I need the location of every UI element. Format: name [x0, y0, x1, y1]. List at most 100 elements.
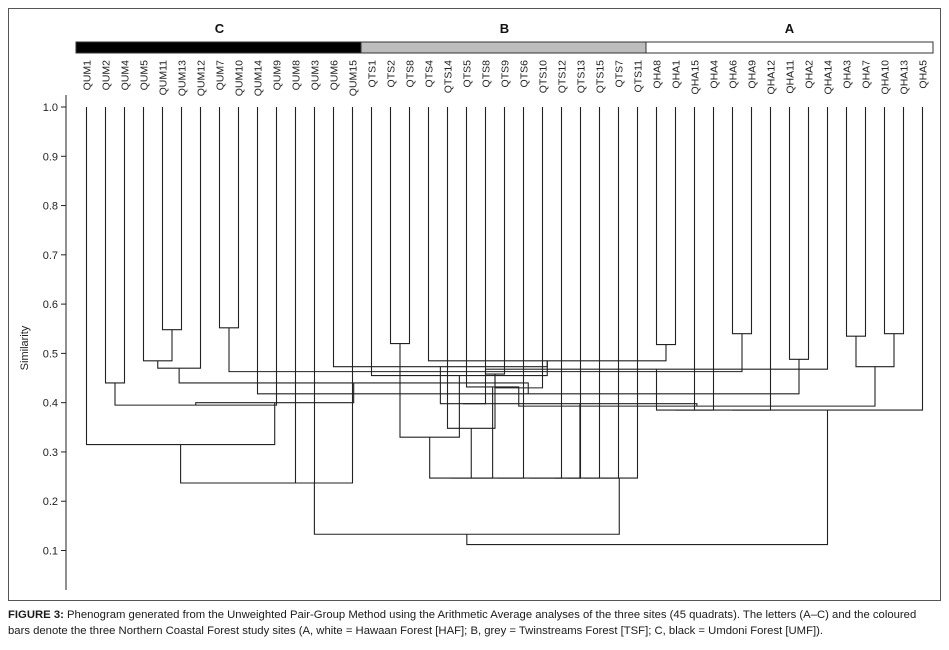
leaf-label: QTS6 — [519, 60, 531, 88]
dendrogram-link — [466, 410, 829, 546]
y-tick-label: 0.1 — [43, 546, 58, 558]
y-tick-label: 0.8 — [43, 201, 58, 213]
leaf-label: QTS5 — [462, 60, 474, 88]
dendrogram-link — [313, 478, 620, 535]
dendrogram-link — [845, 107, 867, 337]
dendrogram-link — [462, 403, 698, 407]
leaf-label: QTS14 — [443, 60, 455, 93]
leaf-label: QHA2 — [804, 60, 816, 89]
dendrogram-link — [427, 107, 667, 362]
y-tick-label: 0.3 — [43, 447, 58, 459]
dendrogram-link — [518, 366, 876, 407]
dendrogram-link — [732, 107, 924, 411]
dendrogram-link — [554, 107, 582, 479]
dendrogram-link — [883, 107, 905, 335]
leaf-label: QUM2 — [101, 60, 113, 90]
dendrogram-link — [446, 107, 496, 429]
dendrogram-link — [494, 107, 544, 389]
leaf-label: QTS8 — [405, 60, 417, 88]
dendrogram-link — [471, 107, 525, 479]
leaf-labels: QUM1 QUM2 QUM4 QUM5 QUM11 QUM13 QUM12 QUM7 QUM10… — [82, 60, 930, 96]
y-tick-label: 0.4 — [43, 398, 58, 410]
dendrogram-link — [399, 343, 460, 438]
dendrogram-link — [218, 107, 240, 329]
dendrogram-link — [114, 107, 278, 406]
dendrogram-link — [497, 107, 563, 479]
y-tick-label: 0.6 — [43, 299, 58, 311]
leaf-label: QHA9 — [747, 60, 759, 89]
leaf-label: QHA11 — [785, 60, 797, 94]
dendrogram-link — [855, 333, 895, 368]
site-bar-a — [645, 41, 934, 54]
dendrogram-link — [161, 107, 183, 331]
dendrogram-link — [332, 107, 548, 368]
leaf-label: QHA5 — [918, 60, 930, 89]
leaf-label: QTS8 — [481, 60, 493, 88]
leaf-label: QHA12 — [766, 60, 778, 95]
y-tick-label: 0.5 — [43, 348, 58, 360]
leaf-label: QTS1 — [367, 60, 379, 88]
site-letter-b: B — [500, 21, 509, 36]
y-axis: 0.1 0.2 0.3 0.4 0.5 0.6 0.7 0.8 0.9 1.0 — [43, 95, 67, 590]
y-tick-label: 1.0 — [43, 102, 58, 114]
caption-text: Phenogram generated from the Unweighted … — [8, 609, 917, 637]
dendrogram-link — [529, 403, 581, 479]
leaf-label: QUM10 — [234, 60, 246, 96]
dendrogram-link — [484, 107, 506, 375]
leaf-label: QTS15 — [595, 60, 607, 93]
dendrogram-link — [583, 107, 620, 479]
site-letter-a: A — [785, 21, 795, 36]
dendrogram-link — [157, 107, 202, 369]
figure-caption: FIGURE 3: Phenogram generated from the U… — [8, 607, 941, 639]
leaf-label: QHA10 — [880, 60, 892, 95]
leaf-label: QHA13 — [899, 60, 911, 95]
leaf-label: QHA1 — [671, 60, 683, 89]
leaf-label: QUM12 — [196, 60, 208, 96]
y-tick-label: 0.9 — [43, 151, 58, 163]
y-axis-label: Similarity — [19, 325, 31, 370]
dendrogram-link — [788, 107, 810, 360]
dendrogram-link — [655, 107, 677, 346]
leaf-label: QHA3 — [842, 60, 854, 89]
leaf-label: QHA6 — [728, 60, 740, 89]
leaf-label: QTS10 — [538, 60, 550, 93]
dendrogram-link — [465, 107, 520, 388]
dendrogram-link — [567, 107, 601, 479]
dendrogram-chart: 0.1 0.2 0.3 0.4 0.5 0.6 0.7 0.8 0.9 1.0 C B A QUM1 Q… — [19, 21, 934, 590]
leaf-label: QUM9 — [272, 60, 284, 90]
dendrogram-link — [256, 107, 800, 395]
dendrogram-link — [142, 107, 173, 362]
leaf-label: QUM3 — [310, 60, 322, 90]
leaf-label: QUM1 — [82, 60, 94, 90]
y-tick-label: 0.2 — [43, 496, 58, 508]
site-bar-b — [360, 41, 649, 54]
leaf-label: QTS4 — [424, 60, 436, 88]
leaf-label: QTS7 — [614, 60, 626, 88]
y-tick-label: 0.7 — [43, 250, 58, 262]
leaf-label: QUM4 — [120, 60, 132, 90]
leaf-label: QTS13 — [576, 60, 588, 93]
dendrogram-branches — [85, 107, 924, 546]
dendrogram-link — [731, 107, 753, 335]
site-letter-c: C — [215, 21, 225, 36]
caption-label: FIGURE 3: — [8, 609, 64, 621]
dendrogram-link — [180, 107, 297, 484]
leaf-label: QUM5 — [139, 60, 151, 90]
leaf-label: QUM8 — [291, 60, 303, 90]
dendrogram-link — [370, 107, 548, 377]
leaf-label: QUM11 — [158, 60, 170, 96]
leaf-label: QHA15 — [690, 60, 702, 95]
leaf-label: QTS2 — [386, 60, 398, 88]
leaf-label: QHA4 — [709, 60, 721, 89]
leaf-label: QHA14 — [823, 60, 835, 95]
dendrogram-link — [276, 107, 354, 484]
leaf-label: QUM14 — [253, 60, 265, 96]
leaf-label: QHA7 — [861, 60, 873, 89]
dendrogram-link — [601, 107, 639, 479]
leaf-label: QUM6 — [329, 60, 341, 90]
leaf-label: QTS9 — [500, 60, 512, 88]
leaf-label: QTS11 — [633, 60, 645, 93]
dendrogram-link — [429, 428, 472, 479]
leaf-label: QHA8 — [652, 60, 664, 89]
